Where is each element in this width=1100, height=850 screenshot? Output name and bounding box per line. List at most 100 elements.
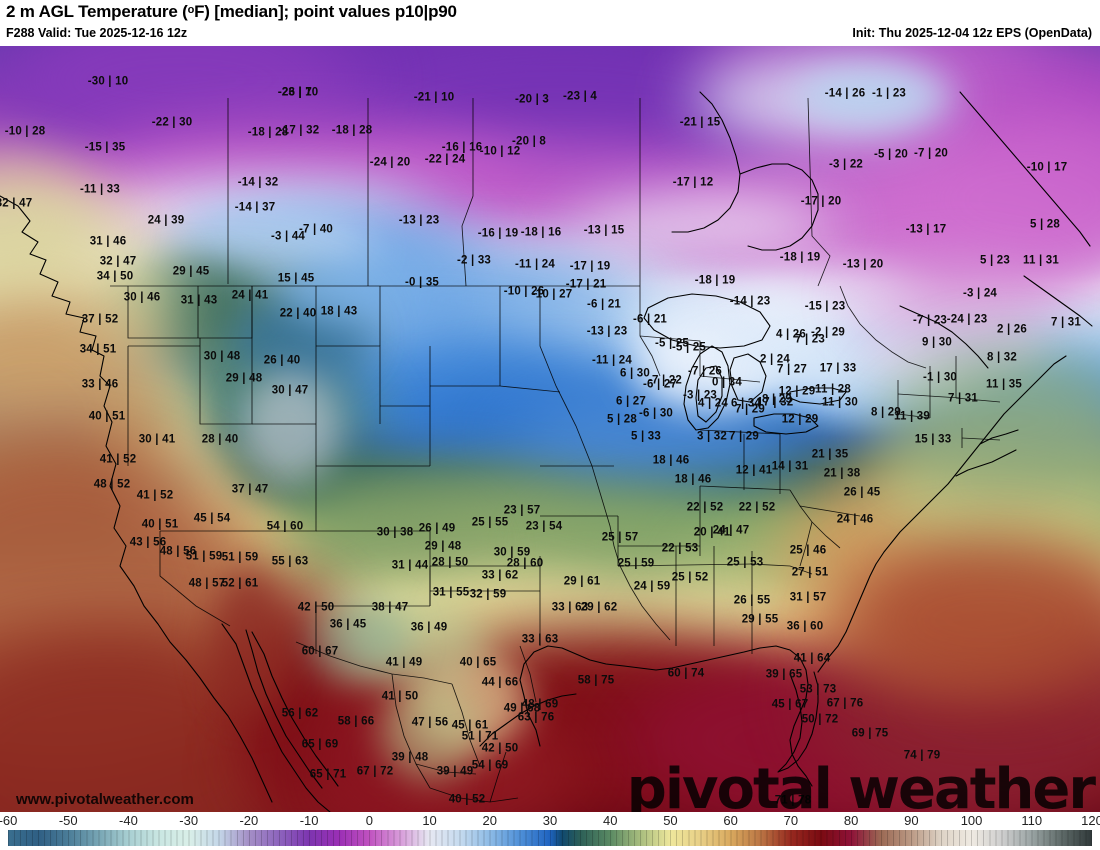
point-value-label: 25 | 52 [671,571,709,584]
point-value-label: -17 | 20 [800,195,842,208]
point-value-label: 51 | 59 [221,551,259,564]
point-value-label: 36 | 60 [786,620,824,633]
point-value-label: 24 | 39 [147,214,185,227]
point-value-label: -26 | 7 [277,86,313,99]
point-value-label: -10 | 12 [479,145,521,158]
point-value-label: 45 | 61 [451,719,489,732]
point-value-label: -14 | 32 [237,176,279,189]
temperature-blob [370,670,490,790]
point-value-label: 11 | 30 [822,396,858,409]
point-value-label: 24 | 59 [633,580,671,593]
point-value-label: 45 | 54 [193,512,231,525]
point-value-label: -21 | 10 [413,91,455,104]
point-value-label: -17 | 19 [569,260,611,273]
map-canvas[interactable]: -30 | 10 -10 | 28 -15 | 35 -22 | 30 -11 | 33… [0,46,1100,812]
point-value-label: 51 | 71 [461,730,499,743]
point-value-label: 5 | 28 [1030,218,1060,231]
point-value-label: 33 | 63 [521,633,559,646]
point-value-label: 30 | 59 [493,546,531,559]
point-value-label: 32 | 47 [99,255,137,268]
point-value-label: -5 | 20 [873,148,909,161]
point-value-label: 26 | 40 [263,354,301,367]
point-value-label: -7 | 22 [647,374,683,387]
point-value-label: 31 | 57 [789,591,827,604]
point-value-label: 30 | 46 [123,291,161,304]
point-value-label: -15 | 35 [84,141,126,154]
point-value-label: 74 | 79 [903,749,941,762]
point-value-label: 48 | 56 [159,545,197,558]
colorbar-tick: -30 [179,813,199,828]
point-value-label: 28 | 60 [506,557,544,570]
colorbar-tick: 0 [365,813,373,828]
point-value-label: 33 | 63 [551,601,589,614]
point-value-label: 28 | 40 [201,433,239,446]
point-value-label: -13 | 23 [398,214,440,227]
colorbar-tick: -10 [299,813,319,828]
point-value-label: 25 | 53 [726,556,764,569]
point-value-label: 65 | 69 [301,738,339,751]
point-value-label: 40 | 51 [88,410,126,423]
point-value-label: 48 | 69 [521,698,559,711]
point-value-label: 18 | 46 [652,454,690,467]
point-value-label: -18 | 16 [520,226,562,239]
point-value-label: -7 | 40 [298,223,334,236]
point-value-label: -13 | 15 [583,224,625,237]
point-value-label: -18 | 28 [331,124,373,137]
point-value-label: 41 | 64 [793,652,831,665]
point-value-label: 33 | 46 [81,378,119,391]
valid-time-label: F288 Valid: Tue 2025-12-16 12z [6,26,188,40]
point-value-label: -17 | 21 [565,278,607,291]
point-value-label: -30 | 10 [87,75,129,88]
point-value-label: 54 | 60 [266,520,304,533]
point-value-label: 26 | 45 [843,486,881,499]
point-value-label: -23 | 4 [562,90,598,103]
colorbar-tick: -20 [239,813,259,828]
point-value-label: 29 | 61 [563,575,601,588]
colorbar[interactable]: -60 -50 -40 -30 -20 -10 0 10 20 30 40 50 60 70 80 90 100… [0,812,1100,850]
colorbar-gradient[interactable] [8,830,1092,846]
colorbar-tick: 10 [422,813,437,828]
map-viewport[interactable]: -30 | 10 -10 | 28 -15 | 35 -22 | 30 -11 | 33… [0,46,1100,812]
point-value-label: 18 | 43 [320,305,358,318]
point-value-label: 31 | 43 [180,294,218,307]
point-value-label: -11 | 33 [80,183,120,196]
point-value-label: 63 | 76 [517,711,555,724]
header: 2 m AGL Temperature (oF) [median]; point… [0,0,1100,46]
point-value-label: 8 | 32 [987,351,1017,364]
point-value-label: 23 | 54 [525,520,563,533]
point-value-label: 5 | 33 [631,430,661,443]
point-value-label: 9 | 30 [922,336,952,349]
degree-symbol: o [187,4,195,17]
point-value-label: 60 | 67 [301,645,339,658]
point-value-label: 36 | 45 [329,618,367,631]
point-value-label: 48 | 57 [188,577,226,590]
point-value-label: 24 | 41 [231,289,269,302]
point-value-label: 24 | 47 [712,524,750,537]
point-value-label: -17 | 12 [672,176,714,189]
point-value-label: -20 | 8 [511,135,547,148]
point-value-label: 42 | 50 [297,601,335,614]
point-value-label: -10 | 17 [1026,161,1068,174]
point-value-label: 6 | 34 [731,397,761,410]
point-value-label: 8 | 29 [762,393,792,406]
point-value-label: 52 | 61 [221,577,259,590]
colorbar-tick: 110 [1021,813,1043,828]
point-value-label: 26 | 55 [733,594,771,607]
point-value-label: 60 | 74 [667,667,705,680]
point-value-label: 2 | 26 [997,323,1027,336]
point-value-label: 22 | 40 [279,307,317,320]
point-value-label: -22 | 24 [424,153,466,166]
point-value-label: -13 | 20 [842,258,884,271]
point-value-label: 58 | 75 [577,674,615,687]
point-value-label: 29 | 48 [225,372,263,385]
title-rest: F) [median]; point values p10|p90 [194,2,457,21]
point-value-label: 32 | 59 [469,588,507,601]
point-value-label: 18 | 46 [674,473,712,486]
point-value-label: 55 | 63 [271,555,309,568]
point-value-label: -7 | 26 [687,365,723,378]
point-value-label: 7 | 23 [795,333,825,346]
point-value-label: 7 | 29 [735,403,765,416]
point-value-label: -5 | 25 [654,337,690,350]
point-value-label: 7 | 31 [948,392,978,405]
point-value-label: -3 | 24 [962,287,998,300]
